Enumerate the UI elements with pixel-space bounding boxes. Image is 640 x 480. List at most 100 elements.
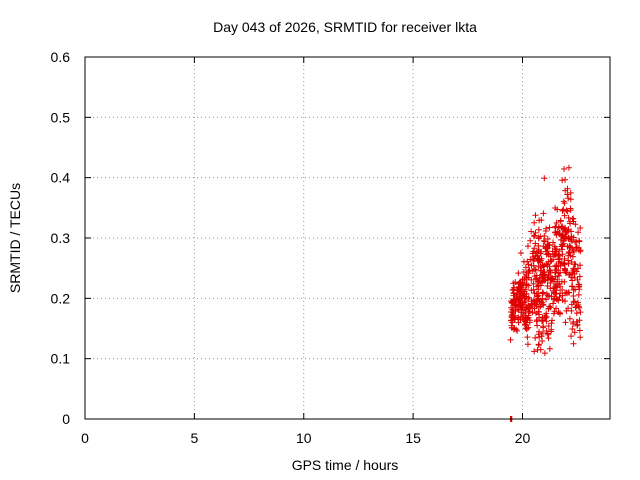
data-point [535,295,542,302]
data-point [571,298,578,305]
data-point [533,283,540,290]
data-point [575,283,582,290]
data-point [530,248,537,255]
data-point [529,267,536,274]
data-point [525,261,532,268]
data-point [554,276,561,283]
data-point [573,244,580,251]
data-point [547,268,554,275]
data-point [535,304,542,311]
data-point [520,268,527,275]
data-point [558,278,565,285]
data-point [528,287,535,294]
data-point [507,336,514,343]
data-point [560,238,567,245]
data-point [528,228,535,235]
data-point [559,251,566,258]
data-point [545,322,552,329]
data-point [539,261,546,268]
data-point [569,245,576,252]
data-point [525,324,532,331]
data-point [522,306,529,313]
data-point [515,270,522,277]
data-point [535,290,542,297]
data-point [543,310,550,317]
data-point [567,205,574,212]
data-point [550,275,557,282]
data-point [575,247,582,254]
chart-title: Day 043 of 2026, SRMTID for receiver lkt… [213,19,477,35]
data-point [524,258,531,265]
data-point [523,281,530,288]
data-point [563,207,570,214]
data-point [525,270,532,277]
data-point [552,205,559,212]
x-tick-label: 15 [405,430,421,446]
data-point [552,281,559,288]
data-point [569,283,576,290]
data-point [577,309,584,316]
data-point [564,191,571,198]
data-point [526,267,533,274]
data-point [555,309,562,316]
data-point [558,224,565,231]
data-point [543,225,550,232]
data-point [517,250,524,257]
data-point [536,328,543,335]
data-point [511,301,518,308]
data-point [565,164,572,171]
data-point [521,288,528,295]
x-tick-label: 10 [296,430,312,446]
data-point [561,212,568,219]
data-point [543,327,550,334]
data-point [541,238,548,245]
data-point [551,284,558,291]
data-point [518,294,525,301]
data-point [571,274,578,281]
data-point [576,327,583,334]
data-point [517,284,524,291]
data-point [542,314,549,321]
data-point [577,225,584,232]
x-tick-label: 0 [81,430,89,446]
data-point [565,195,572,202]
data-point [525,302,532,309]
data-point [556,252,563,259]
data-point [574,322,581,329]
data-point [559,177,566,184]
data-point [553,219,560,226]
data-point [572,239,579,246]
data-point [519,314,526,321]
y-tick-label: 0.1 [51,351,71,367]
data-point [556,272,563,279]
data-point [515,297,522,304]
data-point [576,273,583,280]
data-point [556,231,563,238]
data-point [577,248,584,255]
data-point [535,246,542,253]
data-point [545,258,552,265]
data-point [524,243,531,250]
data-point [518,302,525,309]
data-point [539,314,546,321]
data-point [548,257,555,264]
data-point [544,330,551,337]
data-point [575,229,582,236]
data-point [563,289,570,296]
data-point [556,310,563,317]
data-point [551,290,558,297]
data-point [550,300,557,307]
data-point [531,245,538,252]
data-point [509,287,516,294]
data-point [566,218,573,225]
data-point [562,267,569,274]
data-point [508,298,515,305]
data-point [548,293,555,300]
data-point [531,256,538,263]
data-point [551,269,558,276]
x-axis-label: GPS time / hours [292,457,399,473]
data-point [537,233,544,240]
data-point [570,340,577,347]
data-point [533,272,540,279]
data-point [568,301,575,308]
